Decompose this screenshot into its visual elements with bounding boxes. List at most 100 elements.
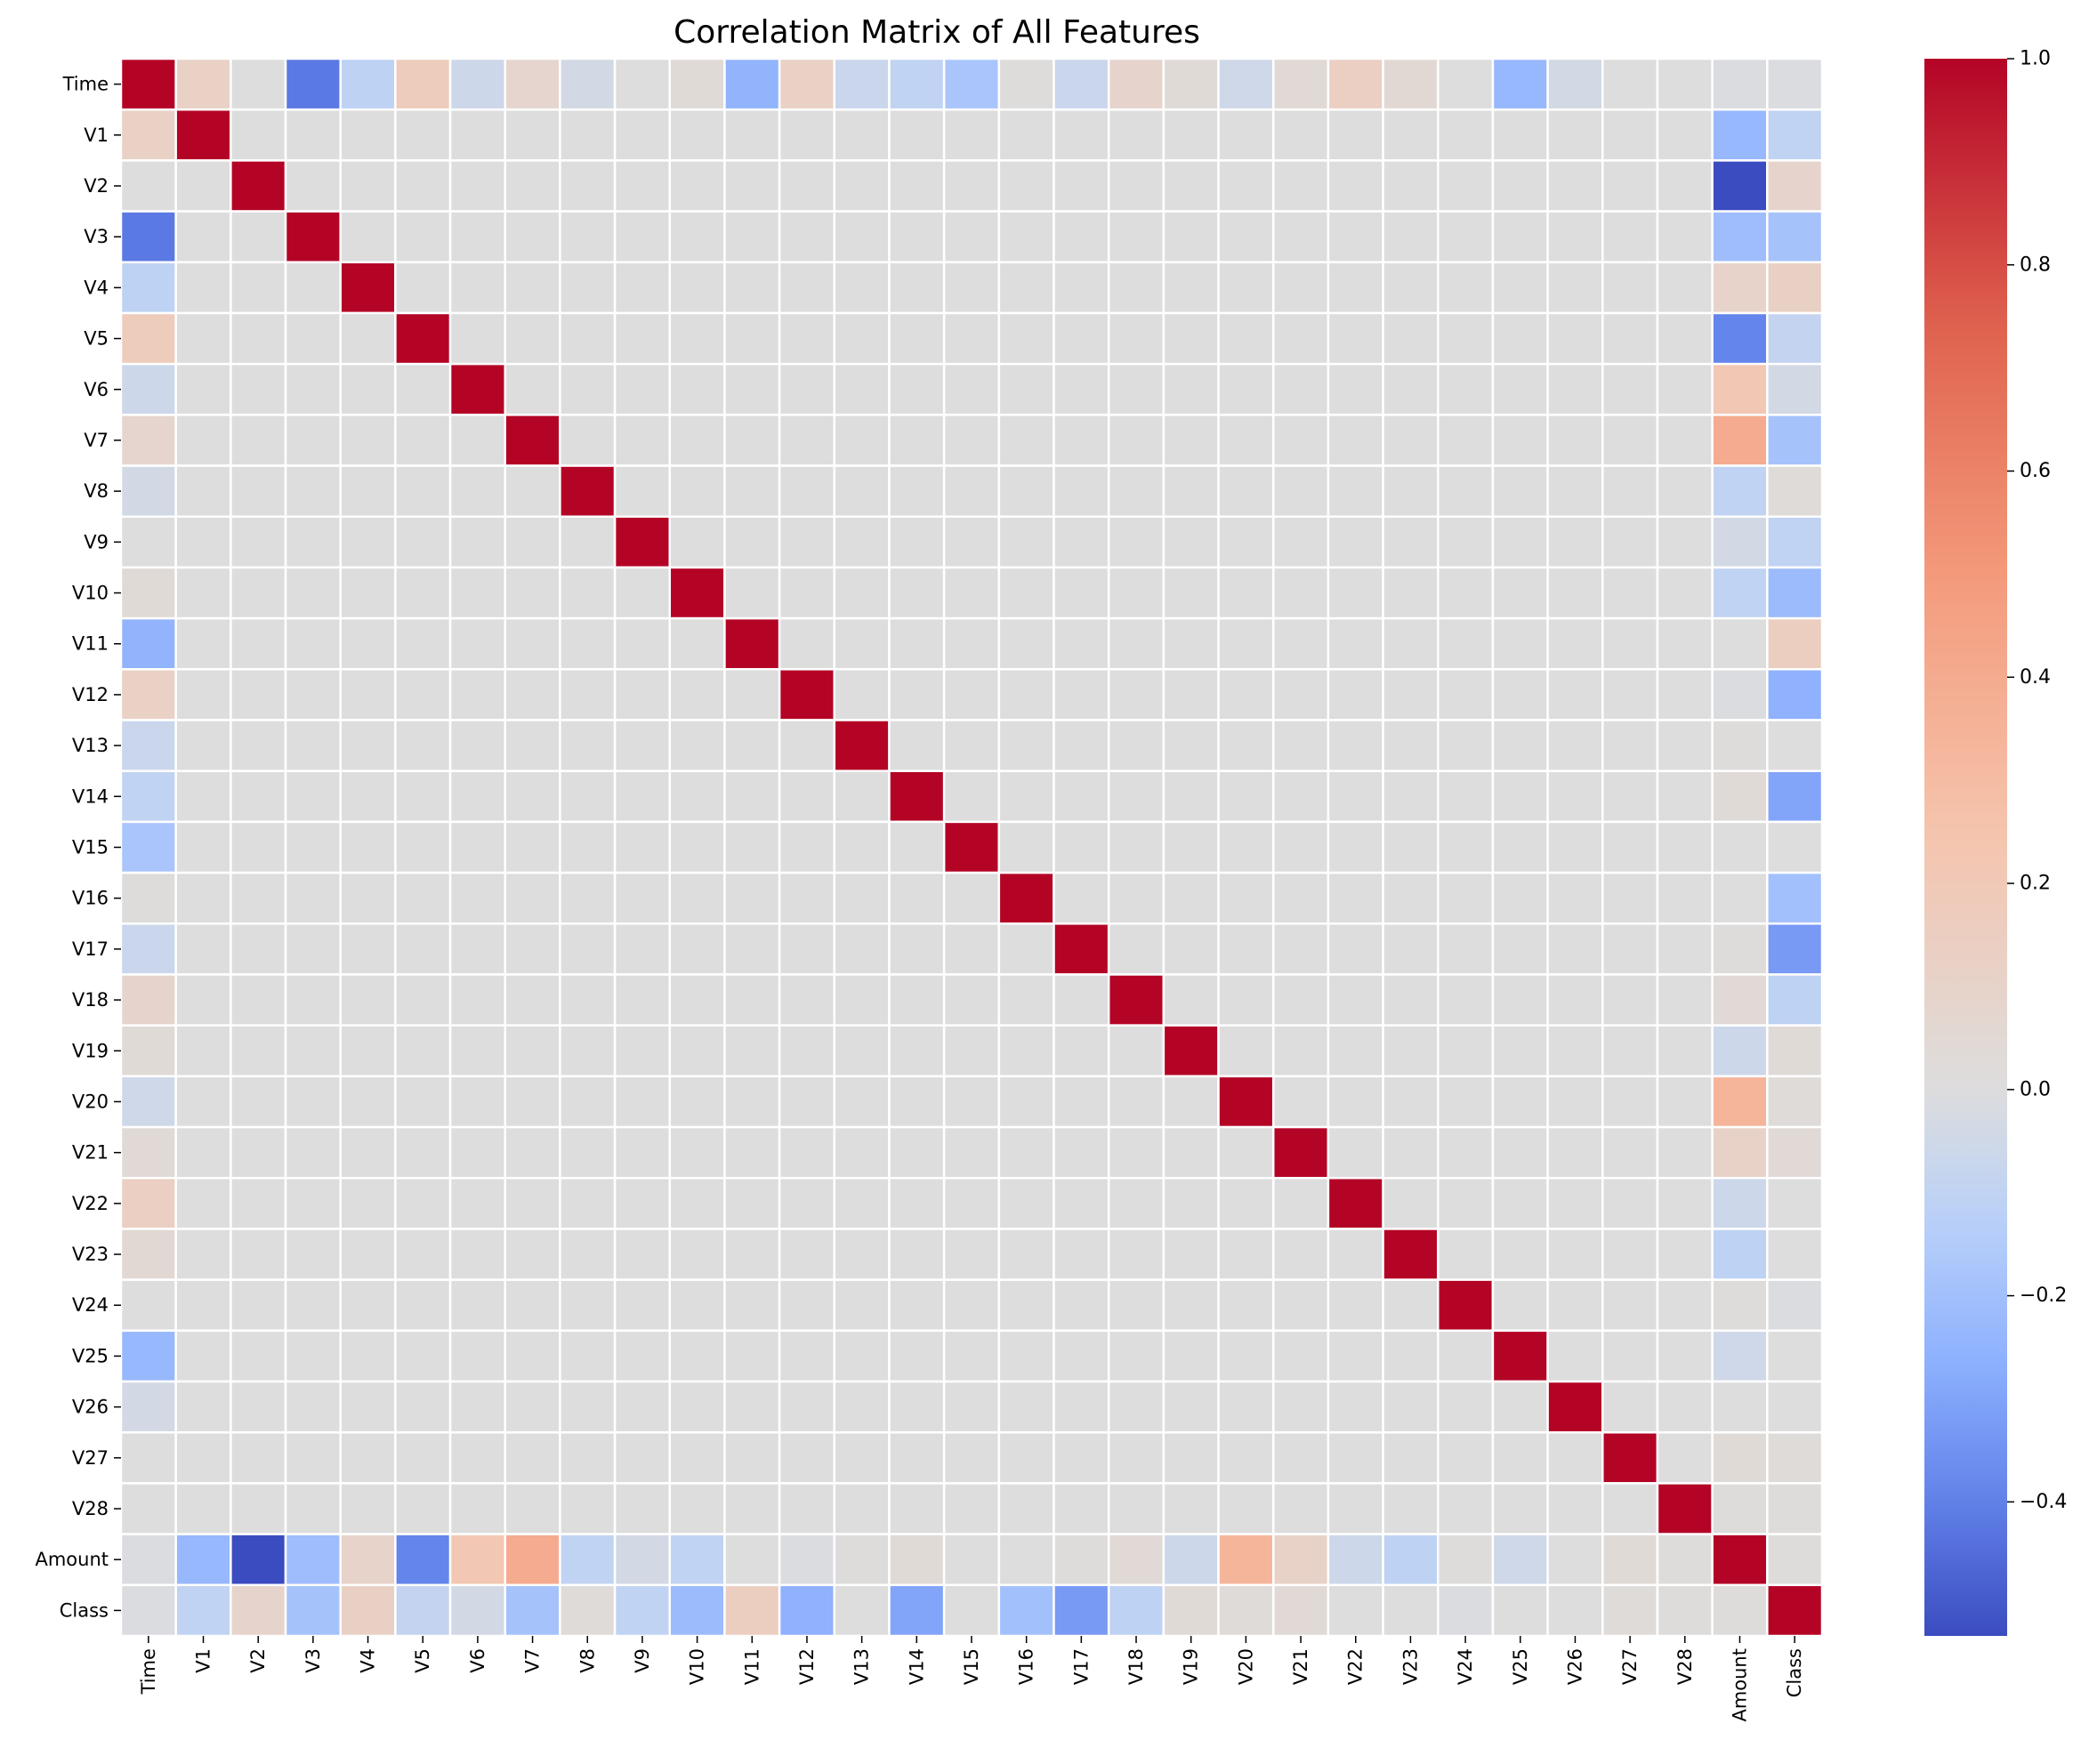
heatmap-cell — [1107, 1024, 1165, 1078]
heatmap-cell — [1053, 1533, 1110, 1587]
heatmap-cell — [723, 769, 781, 824]
heatmap-cell — [1766, 769, 1824, 824]
heatmap-cell — [504, 108, 561, 162]
heatmap-cell — [997, 464, 1055, 518]
y-tick-label: V12 — [72, 684, 109, 705]
heatmap-cell — [230, 464, 287, 518]
heatmap-cell — [559, 210, 617, 264]
heatmap-cell — [230, 1430, 287, 1485]
heatmap-cell — [613, 1278, 672, 1333]
heatmap-cell — [888, 1228, 946, 1281]
heatmap-cell — [339, 1125, 397, 1180]
heatmap-cell — [119, 1430, 177, 1485]
heatmap-cell — [668, 668, 726, 721]
heatmap-cell — [559, 515, 617, 569]
heatmap-cell — [997, 311, 1055, 366]
heatmap-cell — [504, 1177, 561, 1230]
heatmap-cell — [448, 1177, 506, 1230]
y-tick-label: V8 — [84, 480, 109, 502]
heatmap-cell — [174, 1583, 232, 1638]
heatmap-cell — [1107, 515, 1165, 569]
heatmap-cell — [1053, 719, 1110, 772]
heatmap-cell — [1656, 159, 1714, 213]
heatmap-cell — [833, 1329, 891, 1383]
heatmap-cell — [1382, 668, 1440, 721]
colorbar-tick-label: 0.6 — [2020, 460, 2051, 482]
heatmap-cell — [1656, 820, 1714, 874]
heatmap-cell — [1546, 362, 1604, 416]
heatmap-cell — [448, 414, 506, 467]
heatmap-cell — [668, 57, 726, 111]
heatmap-cell — [174, 1380, 232, 1434]
heatmap-cell — [613, 1125, 672, 1180]
heatmap-cell — [1271, 1430, 1330, 1485]
heatmap-cell — [1327, 210, 1384, 264]
heatmap-cell — [339, 464, 397, 518]
heatmap-cell — [723, 1177, 781, 1230]
heatmap-cell — [778, 820, 836, 874]
heatmap-cell — [394, 1430, 452, 1485]
heatmap-cell — [559, 1024, 617, 1078]
heatmap-cell — [448, 57, 506, 111]
heatmap-cell — [1491, 922, 1549, 976]
heatmap-cell — [1053, 1482, 1110, 1535]
heatmap-cell — [723, 1482, 781, 1535]
heatmap-cell — [833, 1583, 891, 1638]
heatmap-cell — [448, 922, 506, 976]
heatmap-cell — [1382, 1583, 1440, 1638]
heatmap-cell — [559, 922, 617, 976]
heatmap-cell — [1601, 566, 1659, 620]
heatmap-cell — [1162, 1075, 1220, 1129]
heatmap-cell — [942, 414, 1001, 467]
heatmap-cell — [1546, 515, 1604, 569]
heatmap-cell — [504, 362, 561, 416]
heatmap-cell — [1217, 362, 1275, 416]
y-tick-label: Class — [60, 1599, 109, 1621]
heatmap-cell — [668, 1278, 726, 1333]
heatmap-cell — [394, 362, 452, 416]
heatmap-cell — [504, 566, 561, 620]
heatmap-cell — [997, 1583, 1055, 1638]
heatmap-cell — [1107, 1430, 1165, 1485]
heatmap-cell — [1162, 1430, 1220, 1485]
heatmap-cell — [833, 210, 891, 264]
heatmap-cell — [888, 616, 946, 671]
heatmap-cell — [1491, 973, 1549, 1027]
heatmap-cell — [1711, 1329, 1769, 1383]
heatmap-cell — [1491, 1125, 1549, 1180]
heatmap-cell — [997, 1228, 1055, 1281]
heatmap-cell — [1107, 1583, 1165, 1638]
heatmap-cell — [942, 668, 1001, 721]
heatmap-cell — [942, 108, 1001, 162]
heatmap-cell — [1217, 1380, 1275, 1434]
heatmap-cell — [888, 1583, 946, 1638]
heatmap-cell — [394, 57, 452, 111]
heatmap-cell — [174, 566, 232, 620]
heatmap-cell — [833, 871, 891, 925]
heatmap-cell — [230, 1380, 287, 1434]
heatmap-cell — [504, 973, 561, 1027]
heatmap-cell — [339, 820, 397, 874]
heatmap-cell — [1053, 1430, 1110, 1485]
heatmap-cell — [230, 719, 287, 772]
heatmap-cell — [504, 1329, 561, 1383]
heatmap-cell — [1437, 820, 1495, 874]
heatmap-cell — [284, 1125, 342, 1180]
heatmap-cell — [668, 1228, 726, 1281]
heatmap-cell — [1656, 108, 1714, 162]
heatmap-cell — [504, 210, 561, 264]
heatmap-cell — [559, 414, 617, 467]
heatmap-cell — [448, 1024, 506, 1078]
heatmap-cell — [339, 108, 397, 162]
heatmap-cell — [1656, 210, 1714, 264]
heatmap-cell — [448, 616, 506, 671]
heatmap-cell — [613, 515, 672, 569]
heatmap-cell — [559, 1482, 617, 1535]
heatmap-cell — [174, 1533, 232, 1587]
heatmap-cell — [1491, 515, 1549, 569]
heatmap-cell — [613, 1583, 672, 1638]
heatmap-cell — [230, 108, 287, 162]
heatmap-cell — [1491, 719, 1549, 772]
heatmap-cell — [1327, 769, 1384, 824]
heatmap-cell — [1382, 1278, 1440, 1333]
